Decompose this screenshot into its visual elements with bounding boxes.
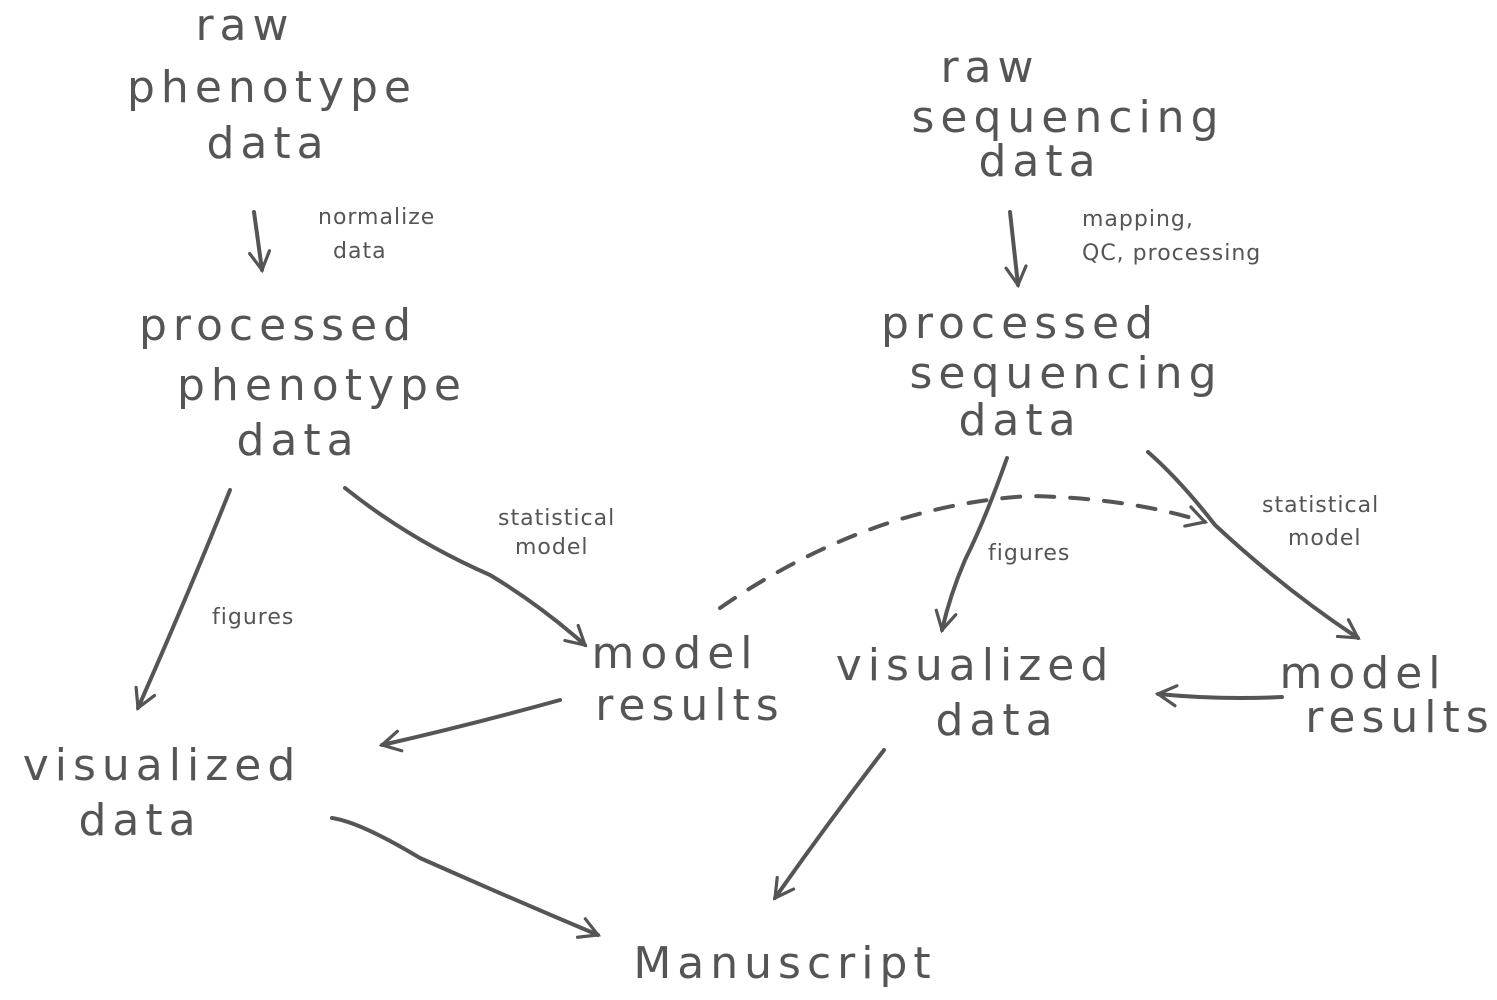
node-line: data	[78, 795, 201, 846]
node-line: visualized	[836, 640, 1115, 691]
arrow-proc-pheno-to-model-left	[343, 486, 588, 648]
node-line: data	[935, 695, 1058, 746]
edge-label-line: model	[515, 535, 589, 560]
arrow-raw-seq-to-processed-seq	[1004, 210, 1028, 289]
node-line: data	[978, 136, 1101, 187]
node-raw-sequencing-data: raw sequencing data	[912, 42, 1245, 187]
node-line: processed	[139, 300, 417, 351]
node-line: data	[206, 118, 329, 169]
node-line: data	[236, 415, 359, 466]
node-processed-sequencing-data: processed sequencing data	[881, 298, 1243, 446]
edge-label-statistical-model-left: statistical model	[498, 506, 623, 560]
edge-label-line: QC, processing	[1082, 241, 1261, 266]
edge-label-statistical-model-right: statistical model	[1262, 493, 1387, 551]
arrow-model-left-to-vis-left	[378, 698, 562, 753]
node-line: results	[1305, 692, 1494, 743]
node-raw-phenotype-data: raw phenotype data	[127, 0, 437, 169]
edge-label-line: statistical	[1262, 493, 1379, 518]
node-line: Manuscript	[633, 938, 936, 989]
arrow-raw-pheno-to-processed-pheno	[248, 210, 272, 274]
node-line: data	[958, 395, 1081, 446]
edge-label-line: normalize	[318, 205, 435, 230]
arrow-vis-right-to-manuscript	[773, 748, 886, 901]
arrow-model-right-to-vis-right	[1154, 684, 1284, 708]
node-line: visualized	[23, 740, 302, 791]
edge-label-line: figures	[212, 605, 294, 630]
arrow-proc-seq-to-model-right	[1146, 450, 1361, 640]
dashed-arrow-model-left-to-stat-right	[718, 494, 1209, 610]
node-line: results	[595, 680, 784, 731]
edge-label-figures-right: figures	[988, 541, 1070, 566]
edge-label-line: mapping,	[1082, 207, 1194, 232]
node-line: model	[591, 628, 758, 679]
node-line: raw	[940, 42, 1039, 93]
node-visualized-data-left: visualized data	[23, 740, 322, 846]
node-line: sequencing	[910, 348, 1223, 399]
node-line: model	[1279, 648, 1446, 699]
edge-label-line: figures	[988, 541, 1070, 566]
arrow-proc-seq-to-vis-right	[934, 456, 1009, 634]
edge-label-line: model	[1288, 526, 1362, 551]
arrow-proc-pheno-to-vis-left	[134, 488, 232, 712]
edge-label-line: data	[333, 239, 387, 264]
edge-label-mapping-qc-processing: mapping, QC, processing	[1082, 207, 1261, 266]
arrow-vis-left-to-manuscript	[330, 816, 602, 939]
edge-label-line: statistical	[498, 506, 615, 531]
node-line: phenotype	[177, 360, 467, 411]
node-line: phenotype	[127, 62, 417, 113]
node-model-results-left: model results	[591, 628, 784, 731]
node-model-results-right: model results	[1279, 648, 1494, 743]
edge-label-normalize-data: normalize data	[318, 205, 443, 264]
node-line: sequencing	[912, 92, 1225, 143]
node-line: processed	[881, 298, 1159, 349]
node-manuscript: Manuscript	[633, 938, 936, 989]
node-line: raw	[195, 0, 294, 51]
edge-label-figures-left: figures	[212, 605, 294, 630]
node-processed-phenotype-data: processed phenotype data	[139, 300, 487, 466]
node-visualized-data-right: visualized data	[836, 640, 1135, 746]
